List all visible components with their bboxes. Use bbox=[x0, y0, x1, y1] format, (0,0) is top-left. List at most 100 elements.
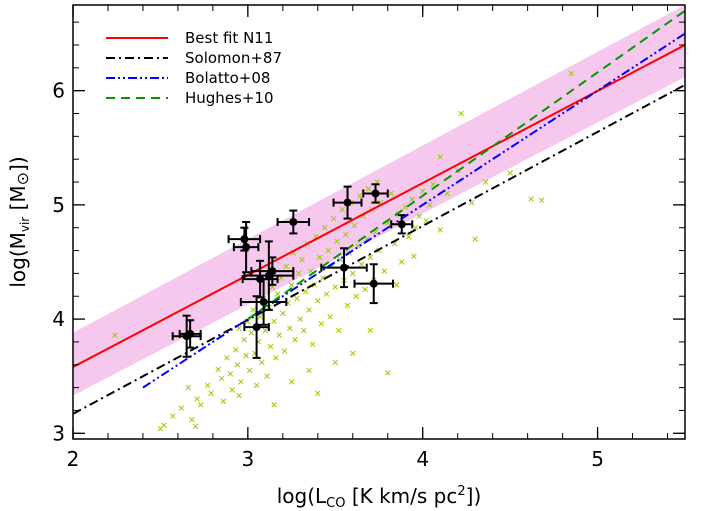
lmc-point bbox=[306, 307, 312, 313]
line-best-fit-n11 bbox=[73, 44, 685, 368]
lmc-point bbox=[332, 284, 339, 290]
lmc-point bbox=[332, 359, 339, 366]
lmc-point bbox=[215, 366, 221, 373]
lmc-point bbox=[169, 413, 176, 419]
lmc-point bbox=[274, 291, 281, 297]
lmc-point bbox=[365, 186, 372, 192]
lmc-point bbox=[178, 405, 185, 411]
lmc-point bbox=[243, 352, 249, 359]
n11-point bbox=[178, 319, 202, 349]
n11-marker bbox=[268, 267, 277, 276]
n11-marker bbox=[259, 297, 268, 306]
y-tick-label: 5 bbox=[52, 193, 65, 217]
lmc-point bbox=[325, 247, 332, 254]
n11-point bbox=[353, 263, 394, 305]
lmc-point bbox=[343, 231, 349, 238]
lmc-point bbox=[315, 298, 321, 304]
lmc-point bbox=[281, 348, 288, 354]
lmc-point bbox=[262, 327, 269, 334]
lmc-point bbox=[283, 263, 290, 270]
lmc-point bbox=[288, 282, 295, 288]
relation-lines-layer bbox=[73, 9, 685, 415]
lmc-point bbox=[220, 398, 227, 405]
n11-point bbox=[362, 183, 389, 204]
lmc-point bbox=[227, 371, 234, 377]
n11-point bbox=[243, 295, 270, 359]
lmc-point bbox=[350, 270, 356, 277]
n11-point bbox=[332, 185, 363, 220]
lmc-point bbox=[430, 181, 436, 188]
lmc-point bbox=[259, 359, 265, 366]
lmc-point bbox=[297, 316, 304, 322]
n11-marker bbox=[252, 323, 261, 332]
lmc-point bbox=[248, 330, 255, 336]
lmc-point bbox=[161, 422, 167, 429]
lmc-point bbox=[264, 373, 270, 379]
lmc-point bbox=[339, 206, 346, 213]
lmc-point bbox=[224, 355, 230, 361]
lmc-point bbox=[189, 416, 195, 423]
lmc-point bbox=[236, 392, 242, 399]
lmc-point bbox=[327, 314, 333, 320]
lmc-point bbox=[330, 215, 337, 222]
lmc-point bbox=[246, 367, 253, 374]
n11-marker bbox=[369, 279, 378, 288]
n11-point bbox=[250, 256, 295, 286]
lmc-point bbox=[112, 332, 118, 338]
lmc-point bbox=[218, 375, 225, 382]
line-hughes-10 bbox=[247, 9, 685, 320]
lmc-point bbox=[229, 387, 235, 393]
lmc-point bbox=[362, 286, 368, 293]
legend-label: Hughes+10 bbox=[185, 89, 274, 107]
lmc-point bbox=[315, 390, 321, 397]
n11-point bbox=[232, 221, 260, 274]
y-tick-label: 6 bbox=[52, 79, 65, 103]
n11-point bbox=[239, 278, 288, 326]
lmc-point bbox=[358, 261, 365, 268]
lmc-point bbox=[381, 268, 387, 274]
n11-point bbox=[390, 214, 414, 235]
lmc-point bbox=[402, 204, 408, 210]
lmc-point bbox=[271, 401, 277, 408]
lmc-point bbox=[426, 202, 433, 208]
y-tick-label: 3 bbox=[52, 421, 65, 445]
lmc-point bbox=[405, 234, 412, 240]
lmc-point bbox=[528, 196, 534, 202]
lmc-point bbox=[393, 282, 400, 288]
lmc-point bbox=[309, 341, 316, 347]
n11-marker bbox=[340, 263, 349, 272]
n11-marker bbox=[397, 220, 406, 229]
lmc-point bbox=[384, 370, 391, 376]
y-tick-label: 4 bbox=[52, 307, 65, 331]
plot-frame bbox=[72, 4, 686, 440]
legend: Best fit N11 Solomon+87 Bolatto+08 Hughes+1… bbox=[106, 29, 282, 107]
n11-marker bbox=[289, 218, 298, 226]
lmc-point bbox=[334, 238, 340, 245]
lmc-point bbox=[208, 390, 214, 397]
lmc-point bbox=[238, 379, 244, 385]
n11-point bbox=[320, 247, 368, 289]
lmc-point bbox=[350, 350, 356, 357]
lmc-point bbox=[316, 254, 323, 261]
lmc-point bbox=[250, 307, 256, 313]
lmc-point bbox=[353, 293, 360, 299]
lmc-point bbox=[357, 192, 363, 199]
lmc-point bbox=[507, 170, 513, 176]
lmc-point bbox=[367, 327, 374, 334]
lmc-point bbox=[411, 253, 417, 260]
lmc-point bbox=[302, 288, 309, 295]
lmc-point bbox=[437, 154, 443, 160]
lmc-point bbox=[204, 382, 211, 389]
legend-label: Bolatto+08 bbox=[185, 69, 270, 87]
lmc-point bbox=[318, 320, 325, 327]
lmc-point bbox=[472, 236, 478, 242]
lmc-point bbox=[280, 310, 286, 317]
lmc-point bbox=[568, 70, 575, 77]
line-solomon-87 bbox=[73, 84, 685, 415]
lmc-point bbox=[197, 401, 204, 408]
lmc-point bbox=[336, 327, 342, 334]
lmc-point bbox=[409, 196, 415, 202]
lmc-point bbox=[322, 224, 328, 231]
